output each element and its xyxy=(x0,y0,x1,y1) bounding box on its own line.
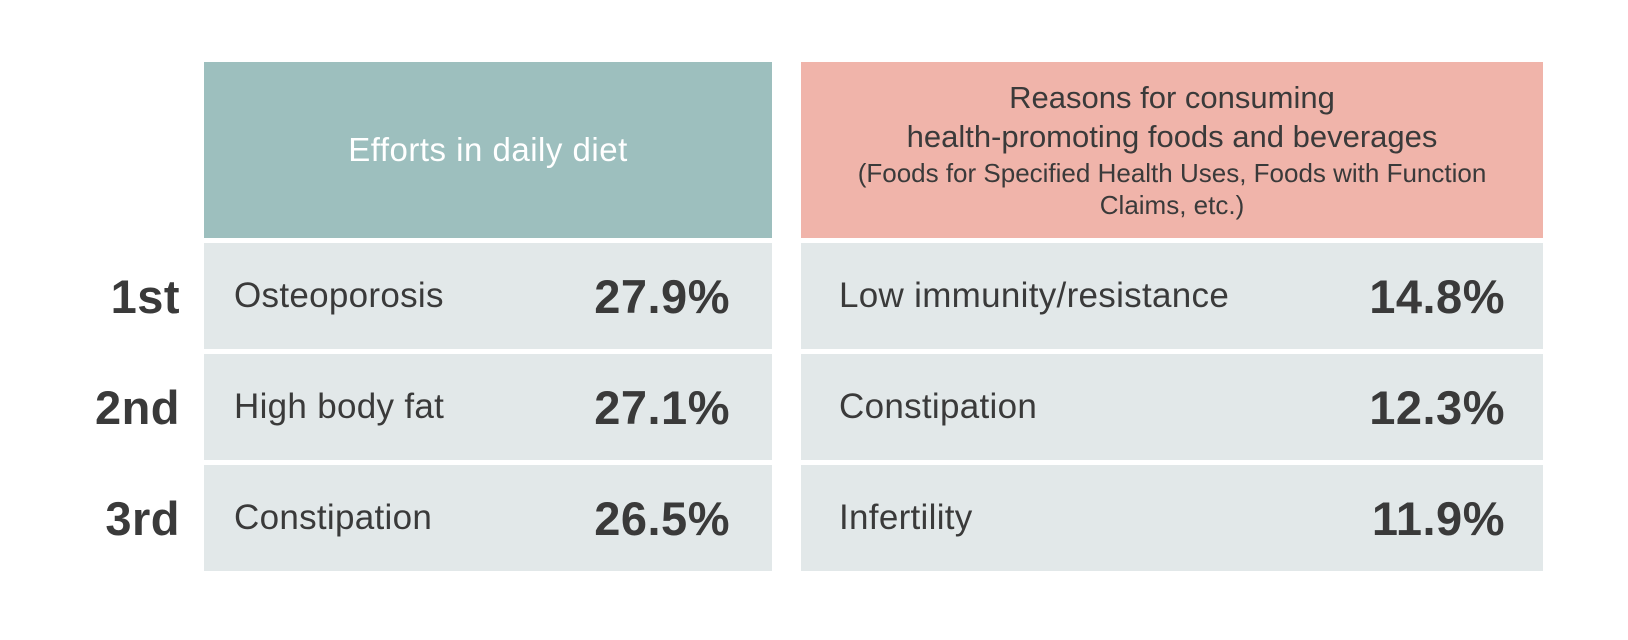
efforts-column-header: Efforts in daily diet xyxy=(204,62,772,238)
row-label: Infertility xyxy=(839,498,973,537)
table-row: Infertility 11.9% xyxy=(801,465,1543,571)
row-value: 12.3% xyxy=(1369,380,1505,434)
table-row: Osteoporosis 27.9% xyxy=(204,243,772,349)
row-value: 14.8% xyxy=(1369,269,1505,323)
table-row: Constipation 26.5% xyxy=(204,465,772,571)
reasons-column-header: Reasons for consuming health-promoting f… xyxy=(801,62,1543,238)
column-reasons-for-consuming: Reasons for consuming health-promoting f… xyxy=(801,62,1543,571)
reasons-header-title-line1: Reasons for consuming xyxy=(1009,79,1335,115)
row-label: Constipation xyxy=(839,387,1038,426)
rank-label-3: 3rd xyxy=(105,491,180,545)
rank-column: 1st 2nd 3rd xyxy=(0,62,180,576)
row-label: Osteoporosis xyxy=(234,276,444,315)
row-label: Low immunity/resistance xyxy=(839,276,1230,315)
table-row: High body fat 27.1% xyxy=(204,354,772,460)
table-row: Low immunity/resistance 14.8% xyxy=(801,243,1543,349)
row-value: 27.9% xyxy=(594,269,730,323)
efforts-header-title: Efforts in daily diet xyxy=(348,131,628,168)
row-value: 27.1% xyxy=(594,380,730,434)
row-label: Constipation xyxy=(234,498,433,537)
rank-label-2: 2nd xyxy=(94,380,180,434)
reasons-header-title-line2: health-promoting foods and beverages xyxy=(906,119,1438,155)
rank-header-spacer xyxy=(0,62,180,243)
rank-label-1: 1st xyxy=(110,269,180,323)
row-value: 11.9% xyxy=(1371,491,1505,545)
row-value: 26.5% xyxy=(594,491,730,545)
reasons-header-subtitle: (Foods for Specified Health Uses, Foods … xyxy=(857,158,1487,221)
row-label: High body fat xyxy=(234,387,445,426)
table-row: Constipation 12.3% xyxy=(801,354,1543,460)
column-efforts-in-daily-diet: Efforts in daily diet Osteoporosis 27.9%… xyxy=(204,62,772,571)
